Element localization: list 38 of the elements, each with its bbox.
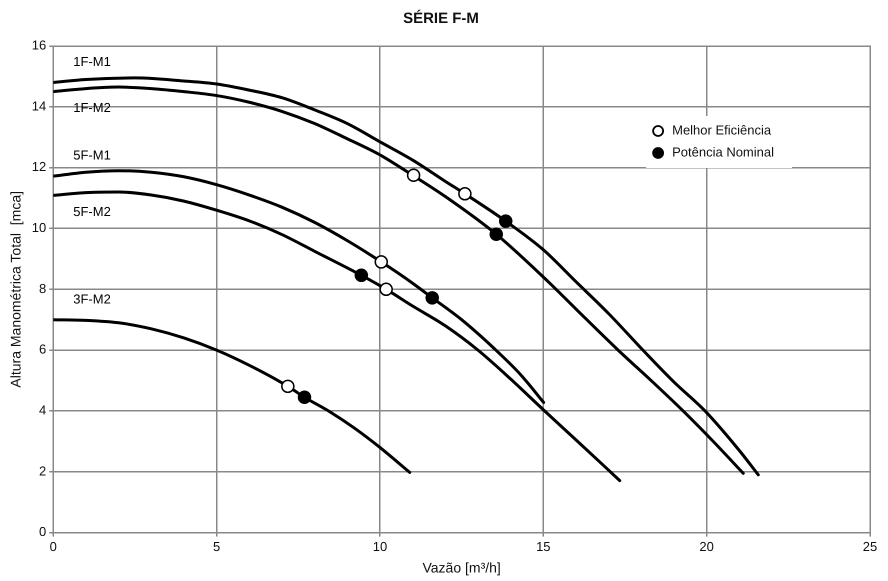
y-tick-label: 8 [39, 280, 46, 296]
point [379, 282, 393, 296]
x-tick-label: 15 [536, 538, 551, 554]
y-tick-label: 10 [32, 220, 46, 236]
series-label: 1F-M1 [73, 54, 111, 70]
y-tick-label: 12 [32, 159, 46, 174]
point [298, 390, 312, 404]
line-series [53, 318, 412, 474]
series-label: 5F-M1 [73, 148, 111, 163]
point [458, 187, 472, 201]
x-tick-label: 5 [212, 538, 220, 554]
series-label: 1F-M2 [73, 100, 111, 116]
series-label: 3F-M2 [73, 291, 111, 306]
x-tick-label: 25 [862, 538, 878, 554]
x-tick-label: 10 [372, 538, 388, 554]
y-tick-label: 2 [39, 463, 46, 478]
point [354, 268, 368, 282]
y-tick-label: 16 [32, 38, 46, 53]
x-axis-title: Vazão [m³/h] [422, 559, 501, 576]
y-tick-label: 14 [32, 98, 46, 114]
x-tick-label: 20 [699, 538, 714, 554]
y-tick-label: 6 [39, 342, 46, 357]
point [425, 291, 439, 305]
line-series [53, 190, 622, 482]
x-tick-label: 0 [50, 538, 57, 554]
chart-title: SÉRIE F-M [403, 9, 479, 28]
point [490, 228, 504, 242]
point [498, 214, 512, 228]
point [374, 255, 388, 269]
point [281, 380, 295, 394]
point [406, 168, 420, 182]
y-axis-title: Altura Manométrica Total [mca] [7, 190, 24, 388]
y-tick-label: 4 [39, 402, 46, 418]
legend-label: Melhor Eficiência [672, 122, 772, 138]
line-series [53, 169, 546, 404]
series-label: 5F-M2 [73, 204, 111, 219]
legend-label: Potência Nominal [672, 144, 774, 160]
y-tick-label: 0 [39, 524, 46, 540]
